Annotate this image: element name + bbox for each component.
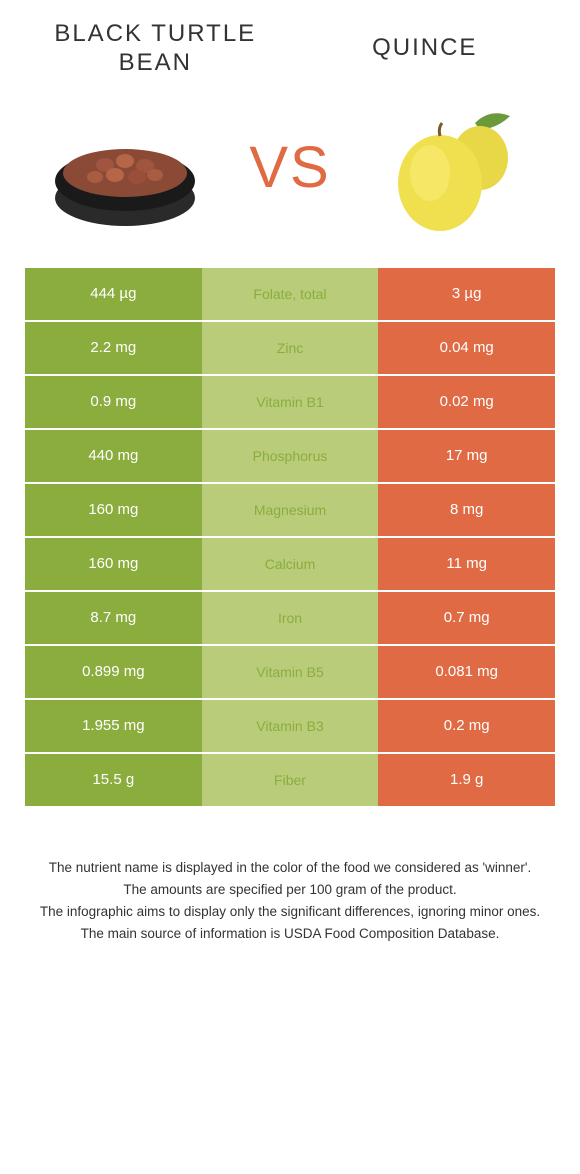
nutrient-row: 8.7 mgIron0.7 mg — [25, 592, 555, 646]
left-value: 8.7 mg — [25, 592, 202, 646]
nutrient-row: 2.2 mgZinc0.04 mg — [25, 322, 555, 376]
left-value: 0.9 mg — [25, 376, 202, 430]
nutrient-row: 15.5 gFiber1.9 g — [25, 754, 555, 808]
left-value: 15.5 g — [25, 754, 202, 808]
vs-row: VS — [25, 88, 555, 268]
left-value: 440 mg — [25, 430, 202, 484]
nutrient-label: Vitamin B1 — [202, 376, 379, 430]
footnotes: The nutrient name is displayed in the co… — [25, 808, 555, 945]
footnote-line: The main source of information is USDA F… — [35, 924, 545, 944]
food-right-title: QUINCE — [315, 34, 536, 63]
nutrient-label: Magnesium — [202, 484, 379, 538]
footnote-line: The nutrient name is displayed in the co… — [35, 858, 545, 878]
nutrient-row: 160 mgMagnesium8 mg — [25, 484, 555, 538]
vs-label: VS — [249, 134, 330, 201]
right-value: 3 µg — [378, 268, 555, 322]
right-value: 0.081 mg — [378, 646, 555, 700]
left-value: 160 mg — [25, 538, 202, 592]
footnote-line: The infographic aims to display only the… — [35, 902, 545, 922]
food-left-image — [45, 98, 205, 238]
left-value: 1.955 mg — [25, 700, 202, 754]
nutrient-row: 1.955 mgVitamin B30.2 mg — [25, 700, 555, 754]
header-row: BLACK TURTLE BEAN QUINCE — [25, 20, 555, 88]
nutrient-label: Phosphorus — [202, 430, 379, 484]
right-value: 1.9 g — [378, 754, 555, 808]
nutrient-row: 160 mgCalcium11 mg — [25, 538, 555, 592]
food-left-title: BLACK TURTLE BEAN — [45, 20, 266, 78]
nutrient-label: Folate, total — [202, 268, 379, 322]
nutrient-row: 0.9 mgVitamin B10.02 mg — [25, 376, 555, 430]
nutrient-row: 440 mgPhosphorus17 mg — [25, 430, 555, 484]
nutrient-label: Calcium — [202, 538, 379, 592]
nutrient-row: 0.899 mgVitamin B50.081 mg — [25, 646, 555, 700]
left-value: 0.899 mg — [25, 646, 202, 700]
nutrient-label: Vitamin B5 — [202, 646, 379, 700]
left-value: 444 µg — [25, 268, 202, 322]
nutrient-row: 444 µgFolate, total3 µg — [25, 268, 555, 322]
nutrient-label: Zinc — [202, 322, 379, 376]
right-value: 11 mg — [378, 538, 555, 592]
footnote-line: The amounts are specified per 100 gram o… — [35, 880, 545, 900]
left-value: 160 mg — [25, 484, 202, 538]
right-value: 0.2 mg — [378, 700, 555, 754]
right-value: 0.7 mg — [378, 592, 555, 646]
right-value: 8 mg — [378, 484, 555, 538]
right-value: 17 mg — [378, 430, 555, 484]
right-value: 0.02 mg — [378, 376, 555, 430]
nutrient-table: 444 µgFolate, total3 µg2.2 mgZinc0.04 mg… — [25, 268, 555, 808]
nutrient-label: Vitamin B3 — [202, 700, 379, 754]
nutrient-label: Iron — [202, 592, 379, 646]
left-value: 2.2 mg — [25, 322, 202, 376]
right-value: 0.04 mg — [378, 322, 555, 376]
nutrient-label: Fiber — [202, 754, 379, 808]
food-right-image — [375, 98, 535, 238]
infographic-container: BLACK TURTLE BEAN QUINCE VS — [0, 0, 580, 967]
